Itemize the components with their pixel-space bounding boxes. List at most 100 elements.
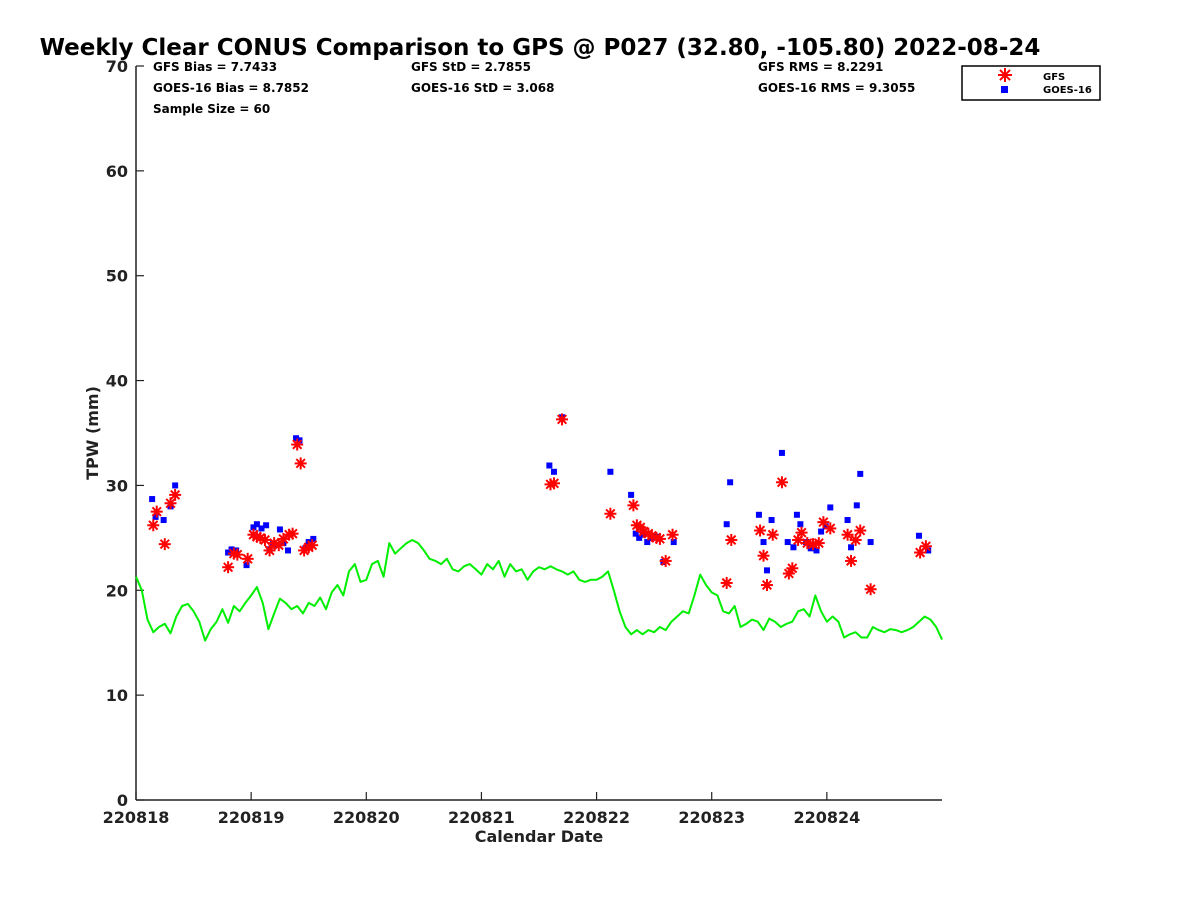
x-axis-label: Calendar Date bbox=[475, 827, 604, 846]
series-gfs-point bbox=[272, 539, 285, 552]
series-goes-point bbox=[818, 528, 825, 535]
series-goes-point bbox=[644, 539, 651, 546]
legend-goes-marker bbox=[1001, 86, 1008, 93]
series-gfs-point bbox=[845, 554, 858, 567]
series-goes-point bbox=[790, 544, 797, 551]
goes-std-stat: GOES-16 StD = 3.068 bbox=[411, 81, 554, 95]
series-goes-point bbox=[607, 468, 614, 475]
x-tick-label: 220821 bbox=[448, 808, 515, 827]
series-goes-point bbox=[228, 546, 235, 553]
series-goes-point bbox=[867, 539, 874, 546]
x-tick-label: 220824 bbox=[793, 808, 860, 827]
series-gfs-point bbox=[766, 528, 779, 541]
series-goes-point bbox=[149, 496, 156, 503]
series-goes-point bbox=[639, 531, 646, 538]
series-goes-point bbox=[778, 449, 785, 456]
series-gfs-point bbox=[294, 457, 307, 470]
series-goes-point bbox=[670, 539, 677, 546]
gfs-std-stat: GFS StD = 2.7855 bbox=[411, 60, 531, 74]
series-goes-point bbox=[263, 522, 270, 529]
legend: GFS GOES-16 bbox=[961, 65, 1101, 101]
series-gfs-point bbox=[775, 476, 788, 489]
series-gfs-point bbox=[258, 533, 271, 546]
series-gfs-point bbox=[158, 538, 171, 551]
series-goes-point bbox=[797, 521, 804, 528]
x-tick-label: 220822 bbox=[563, 808, 630, 827]
series-gfs-point bbox=[222, 561, 235, 574]
x-tick-label: 220823 bbox=[678, 808, 745, 827]
series-gfs-point bbox=[824, 522, 837, 535]
series-gfs-point bbox=[627, 499, 640, 512]
series-goes-point bbox=[250, 524, 257, 531]
series-goes-point bbox=[822, 523, 829, 530]
gfs-bias-stat: GFS Bias = 7.7433 bbox=[153, 60, 277, 74]
series-gfs-point bbox=[291, 438, 304, 451]
legend-gfs-label: GFS bbox=[1043, 72, 1065, 83]
series-gfs-point bbox=[241, 552, 254, 565]
series-gfs-point bbox=[286, 527, 299, 540]
series-gfs-point bbox=[653, 532, 666, 545]
x-tick-label: 220820 bbox=[333, 808, 400, 827]
series-goes-point bbox=[632, 530, 639, 537]
y-tick-label: 20 bbox=[106, 581, 128, 600]
series-goes-point bbox=[853, 502, 860, 509]
legend-gfs-marker bbox=[998, 68, 1012, 82]
series-gfs-point bbox=[760, 579, 773, 592]
series-goes-point bbox=[225, 549, 232, 556]
series-goes-point bbox=[844, 517, 851, 524]
series-gfs-point bbox=[720, 576, 733, 589]
series-gfs-point bbox=[786, 562, 799, 575]
y-tick-label: 50 bbox=[106, 267, 128, 286]
series-goes-point bbox=[807, 545, 814, 552]
legend-goes-label: GOES-16 bbox=[1043, 85, 1092, 96]
series-goes-point bbox=[848, 544, 855, 551]
series-goes-point bbox=[152, 513, 159, 520]
series-goes-point bbox=[636, 534, 643, 541]
gfs-rms-stat: GFS RMS = 8.2291 bbox=[758, 60, 883, 74]
series-gfs-point bbox=[147, 519, 160, 532]
series-goes-point bbox=[546, 462, 553, 469]
series-gfs-point bbox=[164, 497, 177, 510]
series-goes-point bbox=[784, 539, 791, 546]
series-gfs-point bbox=[306, 539, 319, 552]
series-goes-point bbox=[160, 517, 167, 524]
series-goes-point bbox=[925, 547, 932, 554]
y-tick-label: 0 bbox=[117, 791, 128, 810]
x-tick-label: 220819 bbox=[218, 808, 285, 827]
series-gfs-point bbox=[849, 533, 862, 546]
series-goes-point bbox=[763, 567, 770, 574]
series-goes-point bbox=[293, 435, 300, 442]
series-gfs-point bbox=[659, 554, 672, 567]
x-tick-label: 220818 bbox=[103, 808, 170, 827]
series-goes-point bbox=[296, 437, 303, 444]
series-gfs-point bbox=[795, 526, 808, 539]
series-goes-point bbox=[284, 547, 291, 554]
series-gfs-point bbox=[150, 505, 163, 518]
series-goes-point bbox=[723, 521, 730, 528]
y-tick-label: 70 bbox=[106, 57, 128, 76]
stats-block: GFS Bias = 7.7433 GOES-16 Bias = 8.7852 … bbox=[153, 60, 915, 116]
y-axis-label: TPW (mm) bbox=[83, 386, 102, 480]
series-gfs-point bbox=[666, 528, 679, 541]
series-goes-point bbox=[760, 539, 767, 546]
legend-box bbox=[961, 65, 1101, 101]
y-tick-label: 60 bbox=[106, 162, 128, 181]
series-goes-point bbox=[628, 491, 635, 498]
series-goes-point bbox=[276, 526, 283, 533]
series-gfs-point bbox=[864, 583, 877, 596]
series-gfs-point bbox=[841, 528, 854, 541]
series-gfs-point bbox=[757, 549, 770, 562]
series-gfs-point bbox=[556, 413, 569, 426]
series-gfs-point bbox=[231, 548, 244, 561]
y-tick-label: 40 bbox=[106, 372, 128, 391]
series-gfs-point bbox=[725, 533, 738, 546]
series-goes-point bbox=[768, 517, 775, 524]
series-gfs-point bbox=[604, 507, 617, 520]
y-tick-label: 30 bbox=[106, 476, 128, 495]
series-goes-point bbox=[727, 479, 734, 486]
legend-gfs-asterisk bbox=[998, 68, 1012, 82]
series-goes-point bbox=[258, 525, 265, 532]
goes-bias-stat: GOES-16 Bias = 8.7852 bbox=[153, 81, 309, 95]
